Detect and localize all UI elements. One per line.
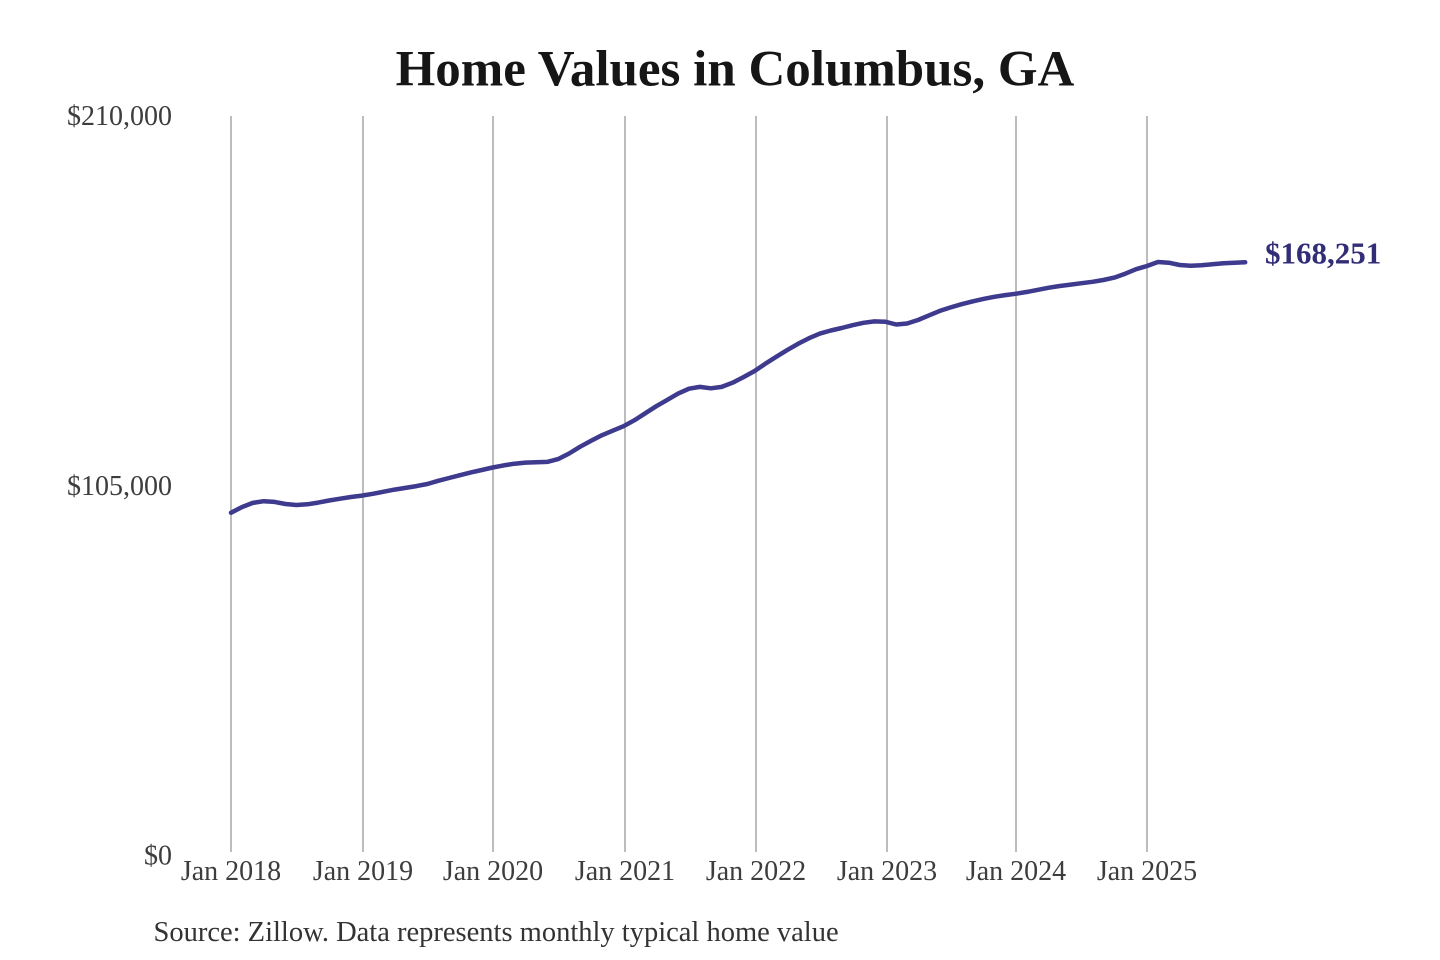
- svg-text:Source: Zillow. Data represent: Source: Zillow. Data represents monthly …: [154, 917, 839, 948]
- svg-text:$210,000: $210,000: [67, 101, 172, 132]
- svg-text:Jan 2020: Jan 2020: [443, 856, 543, 887]
- svg-text:Jan 2023: Jan 2023: [837, 856, 937, 887]
- svg-text:Jan 2022: Jan 2022: [706, 856, 806, 887]
- svg-text:$168,251: $168,251: [1265, 236, 1381, 271]
- svg-text:$105,000: $105,000: [67, 471, 172, 502]
- svg-text:Jan 2025: Jan 2025: [1097, 856, 1197, 887]
- svg-text:Home Values in Columbus, GA: Home Values in Columbus, GA: [396, 42, 1075, 98]
- svg-text:$0: $0: [144, 841, 172, 872]
- svg-text:Jan 2018: Jan 2018: [181, 856, 281, 887]
- svg-text:Jan 2024: Jan 2024: [966, 856, 1066, 887]
- svg-text:Jan 2019: Jan 2019: [313, 856, 413, 887]
- svg-text:Jan 2021: Jan 2021: [575, 856, 675, 887]
